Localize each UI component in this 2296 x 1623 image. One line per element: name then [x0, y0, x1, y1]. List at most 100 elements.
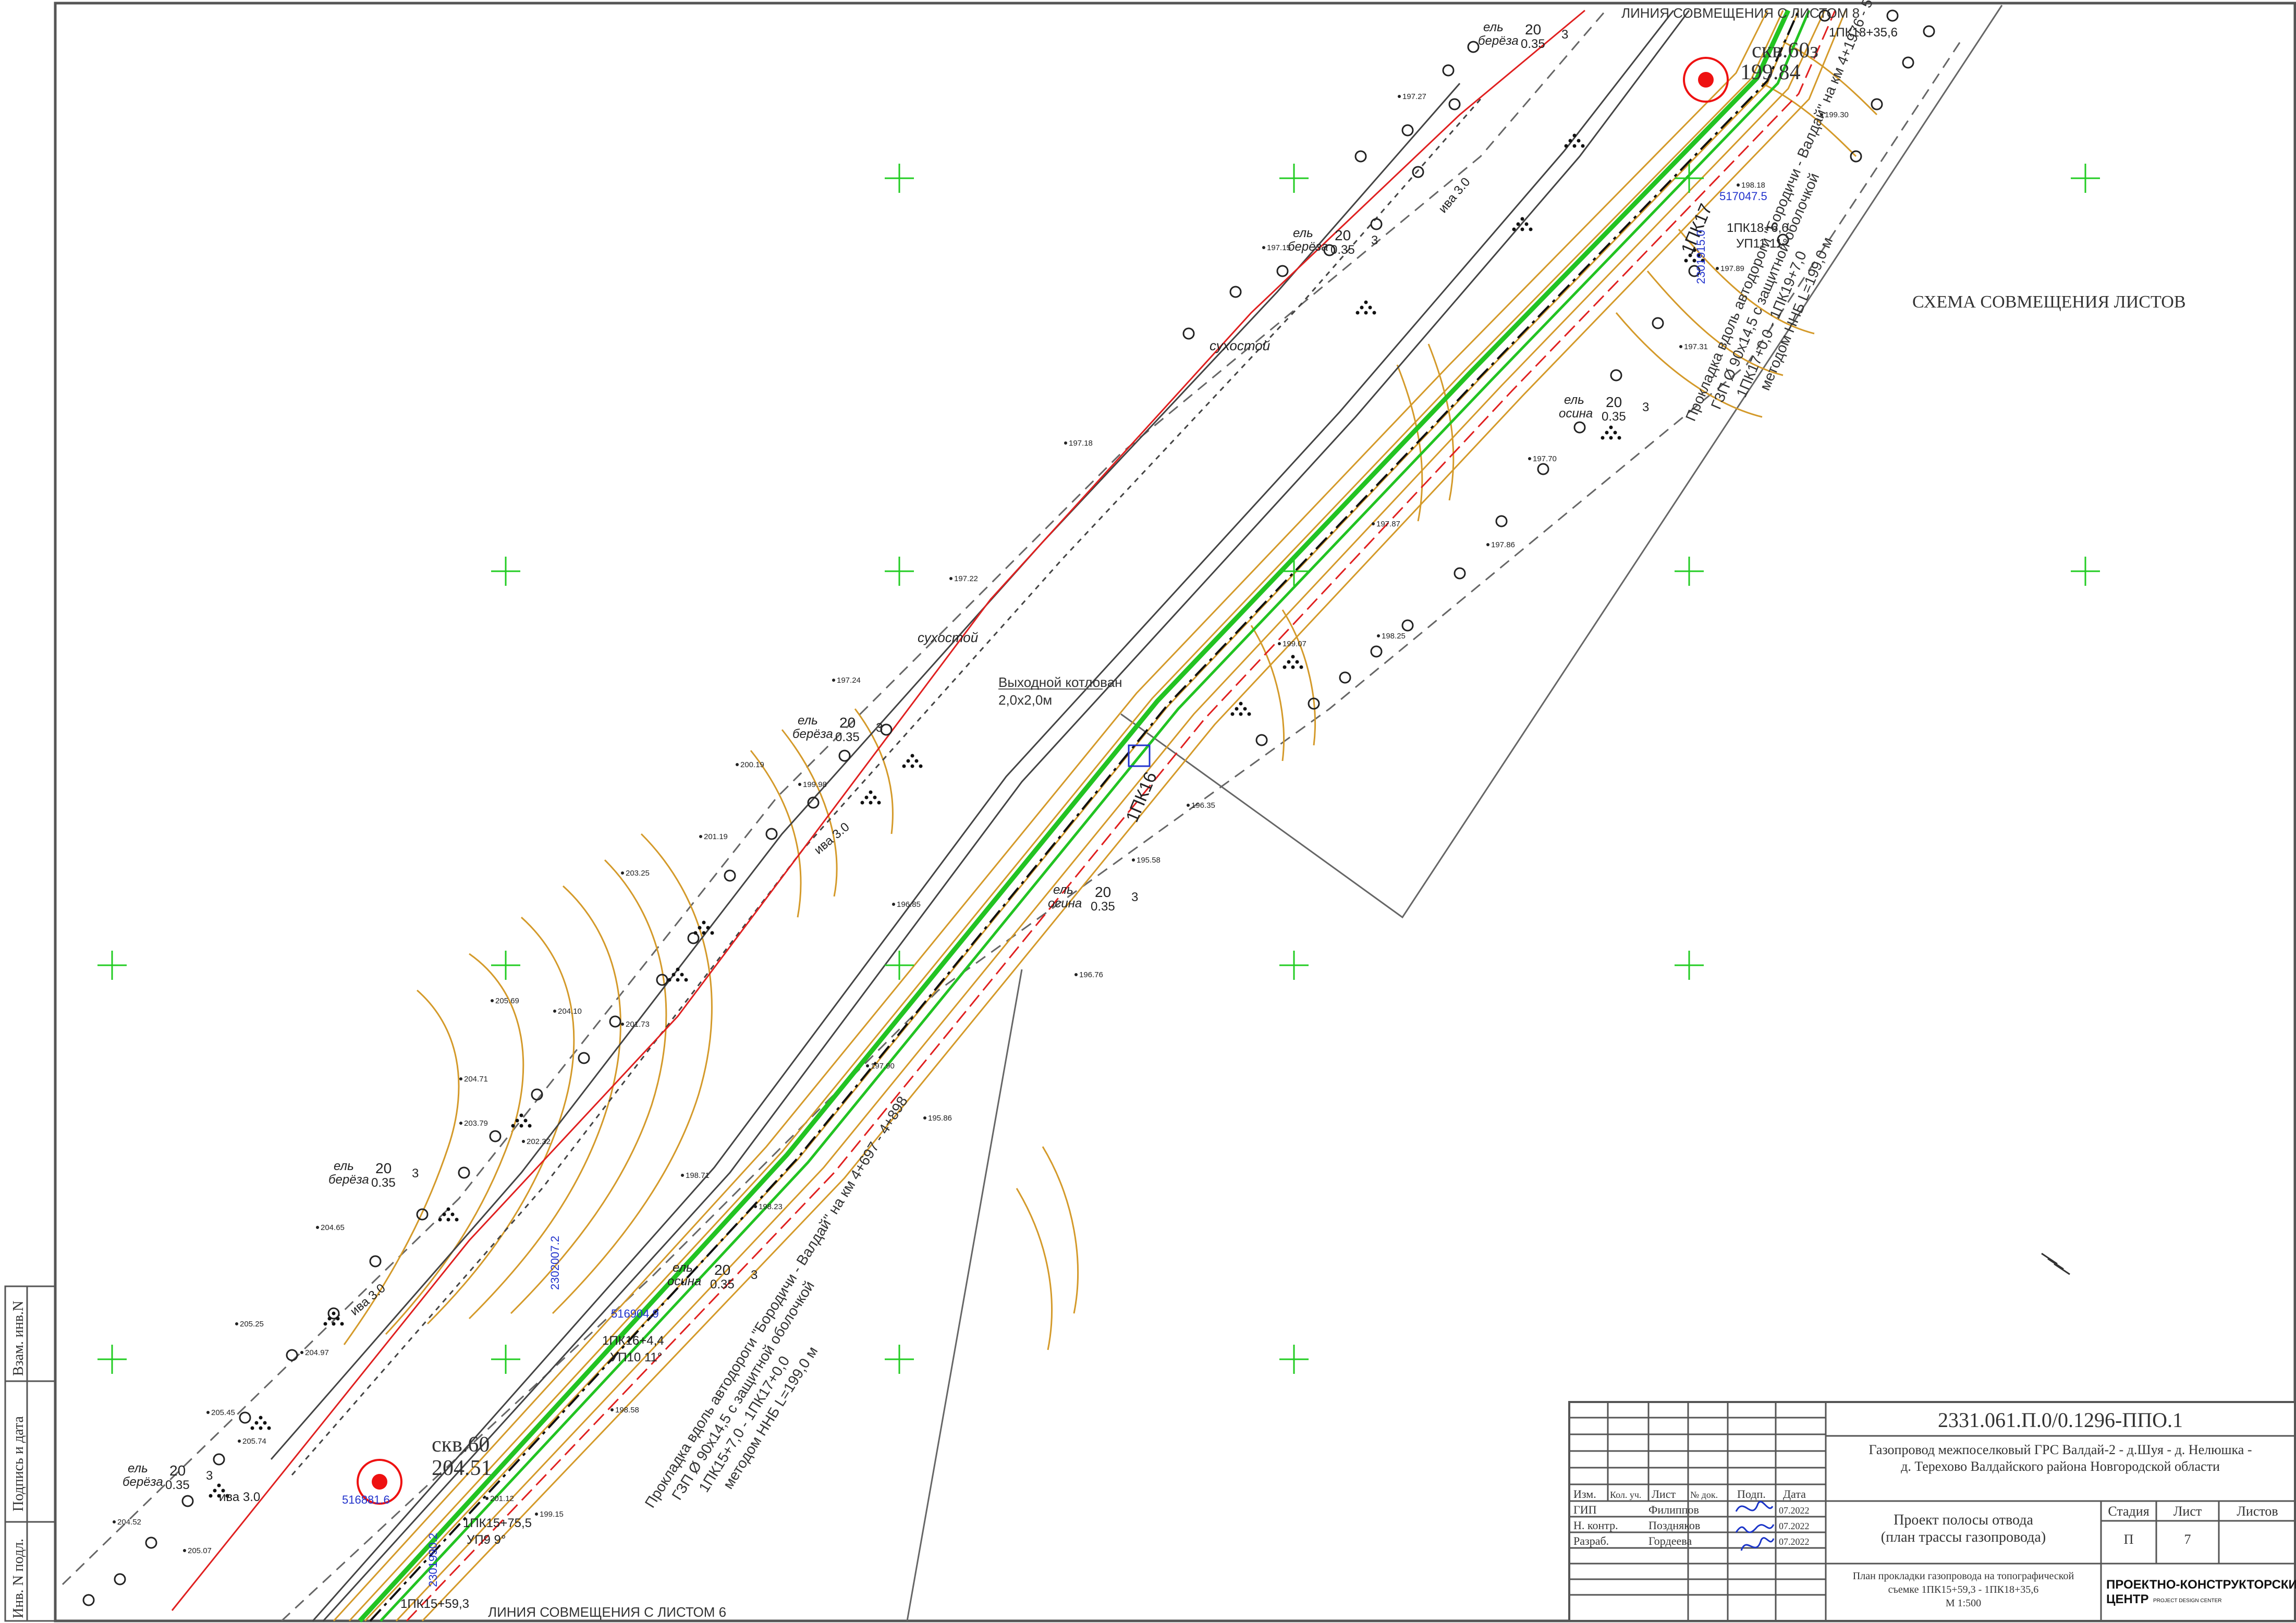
- grid-cross: [491, 1345, 520, 1374]
- shrub-symbol: [438, 1207, 459, 1222]
- willow-labels: ива 3.0 ива 3.0 ива 3.0 ива 3.0: [219, 175, 1473, 1504]
- svg-text:204.52: 204.52: [117, 1518, 141, 1527]
- tree-symbol: [458, 1166, 470, 1179]
- road-bundle: [333, 10, 1847, 1622]
- tree-value-2: 0.35: [835, 730, 860, 744]
- tree-count: 3: [412, 1166, 419, 1181]
- spot-elevation: 203.25: [621, 869, 650, 878]
- svg-text:204.65: 204.65: [321, 1223, 345, 1232]
- grid-cross: [1279, 164, 1309, 193]
- svg-text:196.85: 196.85: [897, 900, 921, 909]
- match-line-bottom: ЛИНИЯ СОВМЕЩЕНИЯ С ЛИСТОМ 6: [488, 1604, 726, 1620]
- tree-symbol: [1448, 98, 1461, 110]
- tree-value: 20: [714, 1262, 730, 1278]
- role-gip: ГИП: [1573, 1503, 1597, 1516]
- spot-elevation: 195.86: [923, 1114, 952, 1123]
- svg-text:197.70: 197.70: [1533, 454, 1557, 463]
- svg-text:196.76: 196.76: [1079, 970, 1103, 979]
- svg-text:205.74: 205.74: [242, 1437, 266, 1446]
- forest-edge-line: [171, 9, 1585, 1611]
- sheet-desc-2: съемке 1ПК15+59,3 - 1ПК18+35,6: [1888, 1584, 2039, 1595]
- svg-text:197.31: 197.31: [1684, 342, 1708, 351]
- date-ncontr: 07.2022: [1779, 1521, 1810, 1531]
- svg-text:199.98: 199.98: [803, 780, 827, 789]
- tree-symbol: [145, 1536, 157, 1549]
- tree-value-2: 0.35: [165, 1478, 190, 1492]
- tree-symbol: [1467, 41, 1480, 53]
- well-60z-elev: 199.84: [1740, 60, 1801, 84]
- stage-value: П: [2124, 1532, 2134, 1547]
- tree-symbol: [1354, 150, 1367, 163]
- grid-cross: [885, 1345, 914, 1374]
- svg-text:203.25: 203.25: [626, 869, 650, 878]
- tree-value: 20: [1525, 21, 1541, 38]
- picket-18-35: 1ПК18+35,6: [1829, 26, 1898, 40]
- tree-symbol: [239, 1411, 251, 1424]
- stamp-inv-original: Инв. N подл.: [10, 1539, 27, 1618]
- sheet-desc-3: М 1:500: [1946, 1597, 1981, 1609]
- svg-text:198.71: 198.71: [686, 1171, 710, 1180]
- svg-text:197.89: 197.89: [1720, 264, 1744, 273]
- svg-text:197.90: 197.90: [871, 1062, 895, 1071]
- coord-x-top: 517047.5: [1719, 190, 1767, 203]
- highway: [270, 10, 1690, 1622]
- coord-y-mid: 2302007.2: [548, 1236, 561, 1290]
- shrub-symbol: [1564, 133, 1585, 148]
- tree-species: ель: [1053, 883, 1073, 897]
- date-razrab: 07.2022: [1779, 1536, 1810, 1547]
- spot-elevation: 205.74: [238, 1437, 266, 1446]
- grid-cross: [885, 951, 914, 980]
- willow-label-4: ива 3.0: [219, 1490, 260, 1504]
- grid-cross: [2071, 164, 2100, 193]
- tree-symbol: [1610, 369, 1622, 382]
- tree-symbol: [1370, 218, 1383, 230]
- title-block: 2331.061.П.0/0.1296-ППО.1 Газопровод меж…: [1568, 1401, 2296, 1622]
- hdr-podp: Подп.: [1737, 1487, 1766, 1501]
- svg-text:197.87: 197.87: [1376, 520, 1400, 528]
- tree-species-2: берёза: [1478, 34, 1519, 48]
- tree-species: ель: [334, 1159, 354, 1173]
- tree-value-2: 0.35: [1330, 243, 1355, 257]
- tree-symbol: [1495, 515, 1508, 527]
- shrub-symbol: [1283, 655, 1303, 669]
- spot-elevation: 205.25: [235, 1320, 264, 1329]
- picket-15-75: 1ПК15+75,5: [463, 1516, 532, 1530]
- spot-elevation: 196.85: [892, 900, 921, 909]
- svg-text:197.22: 197.22: [954, 574, 978, 583]
- tree-symbol: [114, 1573, 126, 1585]
- grid-cross: [885, 557, 914, 586]
- tree-value: 20: [1606, 394, 1622, 410]
- tree-value-2: 0.35: [1091, 900, 1115, 914]
- spot-elevation: 199.98: [798, 780, 827, 789]
- grid-cross: [2071, 557, 2100, 586]
- spot-elevation: 198.71: [681, 1171, 710, 1180]
- shrub-symbol: [250, 1416, 271, 1430]
- spot-elevation: 199.07: [1278, 640, 1306, 648]
- tree-symbol: [1255, 734, 1268, 746]
- spot-elevation: 197.31: [1679, 342, 1708, 351]
- spot-elevation: 205.69: [491, 997, 519, 1005]
- spot-elevation: 199.30: [1820, 110, 1849, 119]
- tree-count: 3: [1642, 400, 1649, 414]
- tree-value-2: 0.35: [1521, 37, 1545, 51]
- side-stamp: [4, 1285, 56, 1622]
- picket-16-4: 1ПК16+4,4: [602, 1334, 664, 1348]
- spot-elevation: 201.73: [621, 1020, 650, 1029]
- tree-symbol: [1688, 265, 1701, 277]
- svg-text:205.69: 205.69: [495, 997, 519, 1005]
- stage-header: Стадия: [2108, 1504, 2149, 1519]
- picket-labels: 1ПК18+35,6 1ПК18+6,6 УП11 11° 1ПК17 1ПК1…: [400, 26, 1898, 1611]
- spot-elevation: 205.07: [183, 1546, 212, 1555]
- svg-text:198.25: 198.25: [1382, 632, 1406, 641]
- spot-elevations: 197.27 197.15 197.18 197.22 197.24 200.19 199.…: [113, 92, 1849, 1555]
- tree-count: 3: [1561, 28, 1568, 42]
- tree-species: ель: [1293, 226, 1313, 240]
- tree-species: ель: [798, 714, 818, 728]
- grid-cross: [1279, 557, 1309, 586]
- grid-cross: [1675, 164, 1704, 193]
- tree-symbol: [609, 1015, 621, 1028]
- spot-elevation: 195.58: [1132, 856, 1161, 865]
- excavation-size: 2,0х2,0м: [998, 692, 1052, 708]
